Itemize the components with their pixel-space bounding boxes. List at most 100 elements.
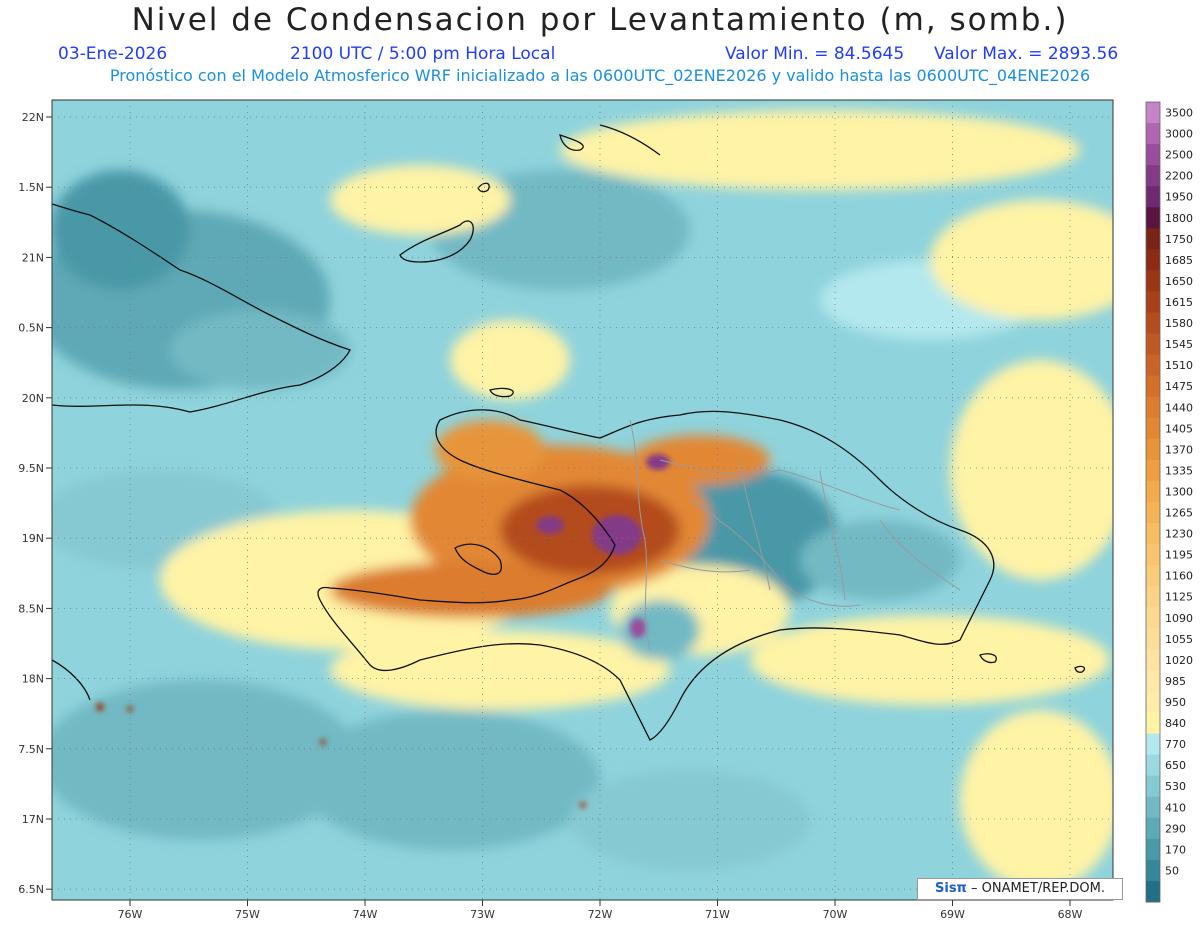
colorbar-swatch [1146, 691, 1160, 714]
yellow-band [950, 360, 1113, 580]
colorbar-label: 650 [1165, 759, 1186, 772]
colorbar-swatch [1146, 291, 1160, 314]
colorbar-swatch [1146, 123, 1160, 145]
colorbar-swatch [1146, 565, 1160, 587]
yellow-band [960, 710, 1113, 890]
colorbar-swatch [1146, 438, 1160, 461]
lat-label: 0.5N [18, 322, 44, 335]
lcl-shading [52, 110, 1113, 890]
colorbar-label: 1545 [1165, 338, 1193, 351]
lon-label: 73W [470, 908, 495, 921]
colorbar-swatch [1146, 102, 1160, 124]
colorbar-label: 1685 [1165, 254, 1193, 267]
colorbar-label: 170 [1165, 843, 1186, 856]
lat-label: 18N [22, 673, 44, 686]
colorbar-label: 1405 [1165, 422, 1193, 435]
colorbar-swatch [1146, 775, 1160, 798]
lat-label: 7.5N [18, 743, 44, 756]
yellow-band [450, 320, 570, 400]
max-value-label: Valor Max. = 2893.56 [934, 44, 1119, 64]
hotspot [580, 802, 586, 808]
colorbar-label: 530 [1165, 780, 1186, 793]
colorbar-label: 1195 [1165, 549, 1193, 562]
lat-label: 19N [22, 532, 44, 545]
purple-maximum [536, 516, 564, 534]
colorbar-swatch [1146, 712, 1160, 735]
hotspot [320, 739, 326, 745]
colorbar-label: 985 [1165, 675, 1186, 688]
colorbar-swatch [1146, 523, 1160, 545]
jamaica-coast [52, 659, 91, 701]
hispaniola-coast [317, 409, 995, 741]
colorbar-label: 1090 [1165, 612, 1193, 625]
map-title: Nivel de Condensacion por Levantamiento … [131, 2, 1069, 38]
lon-label: 74W [353, 908, 378, 921]
lon-label: 68W [1058, 908, 1083, 921]
lat-label: 8.5N [18, 602, 44, 615]
colorbar-swatch [1146, 333, 1160, 356]
island-coast [599, 124, 661, 156]
island-coast [559, 134, 584, 151]
colorbar: 3500 3000 2500 2200 1950 1800 1750 1685 1650 1615… [1145, 101, 1193, 903]
colorbar-swatch [1146, 628, 1160, 650]
colorbar-label: 1160 [1165, 570, 1193, 583]
lon-label: 75W [235, 908, 260, 921]
colorbar-swatch [1146, 459, 1160, 482]
colorbar-label: 410 [1165, 801, 1186, 814]
lon-label: 70W [823, 908, 848, 921]
forecast-date: 03-Ene-2026 [58, 44, 168, 64]
colorbar-swatch [1146, 312, 1160, 335]
province-line [879, 519, 961, 591]
colorbar-label: 2500 [1165, 149, 1193, 162]
plot-frame [51, 99, 1114, 901]
colorbar-label: 3000 [1165, 128, 1193, 141]
island-coast [477, 182, 490, 193]
colorbar-swatch [1146, 544, 1160, 566]
province-line [739, 459, 771, 591]
colorbar-swatch [1146, 817, 1160, 840]
colorbar-swatch [1146, 796, 1160, 819]
colorbar-swatch [1146, 649, 1160, 671]
colorbar-label: 840 [1165, 717, 1186, 730]
latitude-labels: 22N 1.5N 21N 0.5N 20N 9.5N 19N 8.5N 18N 7.5N 17N 6.… [18, 111, 44, 896]
cuba-coast [52, 203, 351, 413]
colorbar-swatch [1146, 754, 1160, 777]
colorbar-label: 50 [1165, 864, 1179, 877]
colorbar-label: 770 [1165, 738, 1186, 751]
colorbar-swatch [1146, 607, 1160, 629]
colorbar-swatch [1146, 396, 1160, 419]
province-line [659, 559, 751, 573]
gonave-island-coast [454, 543, 502, 575]
province-line [819, 469, 846, 601]
orange-region [435, 420, 545, 480]
brown-region [500, 485, 680, 575]
colorbar-label: 1370 [1165, 443, 1193, 456]
forecast-time: 2100 UTC / 5:00 pm Hora Local [290, 44, 556, 64]
lon-label: 71W [705, 908, 730, 921]
lat-label: 20N [22, 392, 44, 405]
colorbar-label: 1650 [1165, 275, 1193, 288]
lat-label: 22N [22, 111, 44, 124]
colorbar-label: 1475 [1165, 380, 1193, 393]
colorbar-swatch [1146, 165, 1160, 187]
credit-text: – ONAMET/REP.DOM. [966, 881, 1105, 896]
colorbar-label: 1055 [1165, 633, 1193, 646]
colorbar-swatch [1146, 586, 1160, 608]
lon-label: 69W [940, 908, 965, 921]
province-boundaries [629, 419, 961, 651]
lat-label: 6.5N [18, 883, 44, 896]
min-value-label: Valor Min. = 84.5645 [725, 44, 905, 64]
teal-patch [300, 710, 600, 850]
colorbar-swatch [1146, 859, 1160, 882]
province-line [659, 459, 901, 511]
yellow-band [330, 630, 670, 710]
colorbar-label: 2200 [1165, 170, 1193, 183]
graticule [46, 100, 1113, 906]
lat-label: 1.5N [18, 181, 44, 194]
tortuga-coast [489, 387, 514, 398]
colorbar-label: 1125 [1165, 591, 1193, 604]
colorbar-swatch [1146, 270, 1160, 292]
teal-patch [800, 520, 960, 600]
colorbar-swatch [1146, 480, 1160, 503]
